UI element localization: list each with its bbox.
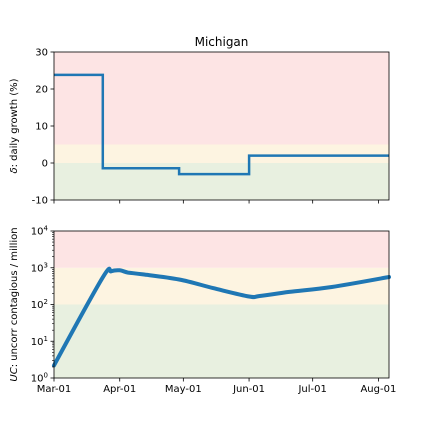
top-y-axis-symbol: δ [9, 167, 20, 173]
top-x-ticks [53, 200, 379, 204]
bottom-ytick-label: 101 [31, 335, 48, 348]
bottom-ytick-label: 104 [31, 225, 49, 238]
bottom-band-0 [54, 304, 389, 378]
bottom-series-line [52, 266, 391, 368]
bottom-xtick-label: Aug-01 [360, 384, 396, 395]
top-panel-growth: -10 0 10 20 30 Michigan δ: daily growth (%) [9, 35, 390, 207]
top-ytick-label: 10 [35, 122, 48, 133]
chart-title: Michigan [195, 35, 249, 49]
top-y-ticks: -10 0 10 20 30 [32, 48, 54, 207]
top-ytick-label: 20 [35, 85, 48, 96]
bottom-xtick-label: May-01 [165, 384, 202, 395]
top-y-axis-text: : daily growth (%) [9, 78, 20, 167]
top-series-line [54, 73, 389, 176]
top-panel-frame [53, 51, 390, 201]
bottom-y-ticks: 100 101 102 103 104 [31, 225, 54, 385]
bottom-y-axis-symbol: UC [9, 367, 20, 381]
bottom-ytick-label: 100 [31, 372, 48, 385]
top-panel-bands [54, 52, 389, 200]
bottom-xtick-label: Jun-01 [232, 384, 265, 395]
top-band-2 [54, 52, 389, 145]
top-ytick-label: 30 [35, 48, 48, 59]
bottom-y-axis-label: UC: uncorr contagious / million [9, 227, 20, 381]
bottom-panel-bands [54, 231, 389, 378]
bottom-y-axis-text: : uncorr contagious / million [9, 227, 20, 367]
bottom-panel-frame [53, 230, 390, 379]
bottom-ytick-label: 102 [31, 298, 48, 311]
bottom-ytick-label: 103 [31, 261, 48, 274]
top-band-1 [54, 144, 389, 163]
bottom-xtick-label: Jul-01 [297, 384, 326, 395]
bottom-panel-contagious: 100 101 102 103 104 Mar-01 Apr-01 May-01 Jun-01… [9, 225, 396, 396]
bottom-xtick-label: Apr-01 [103, 384, 136, 395]
top-ytick-label: -10 [32, 196, 48, 207]
bottom-band-2 [54, 231, 389, 268]
bottom-x-ticks: Mar-01 Apr-01 May-01 Jun-01 Jul-01 Aug-01 [37, 378, 396, 395]
bottom-xtick-label: Mar-01 [37, 384, 72, 395]
top-y-axis-label: δ: daily growth (%) [9, 78, 20, 173]
top-ytick-label: 0 [42, 159, 48, 170]
